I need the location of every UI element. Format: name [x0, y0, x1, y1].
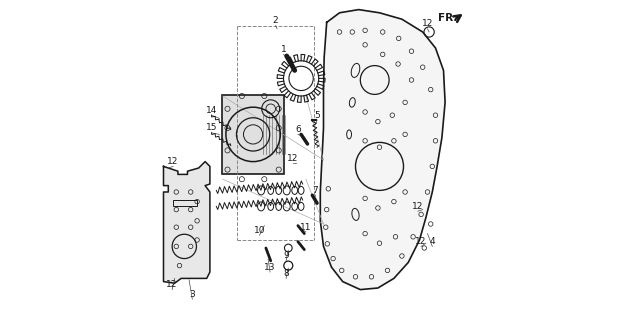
- Text: 15: 15: [206, 124, 217, 132]
- Text: 12: 12: [415, 237, 427, 246]
- Text: 8: 8: [283, 269, 289, 278]
- Polygon shape: [163, 162, 210, 283]
- Bar: [222, 95, 285, 173]
- Text: FR.: FR.: [439, 13, 457, 23]
- Bar: [173, 200, 197, 206]
- Text: 12: 12: [167, 157, 179, 166]
- Text: 12: 12: [422, 20, 433, 28]
- Text: 4: 4: [430, 237, 435, 246]
- Text: 9: 9: [283, 252, 289, 260]
- Text: 2: 2: [273, 16, 278, 25]
- Text: 12: 12: [287, 154, 299, 163]
- Polygon shape: [321, 10, 445, 290]
- Text: 12: 12: [167, 280, 178, 289]
- Text: 11: 11: [300, 223, 312, 232]
- Text: 1: 1: [281, 45, 286, 54]
- Text: 13: 13: [264, 263, 276, 272]
- Text: 5: 5: [314, 111, 320, 120]
- Text: 12: 12: [412, 202, 423, 211]
- Text: 7: 7: [312, 186, 319, 195]
- Text: 6: 6: [295, 125, 301, 134]
- Text: 3: 3: [189, 290, 195, 299]
- Text: 10: 10: [254, 226, 265, 235]
- Text: 14: 14: [206, 106, 217, 115]
